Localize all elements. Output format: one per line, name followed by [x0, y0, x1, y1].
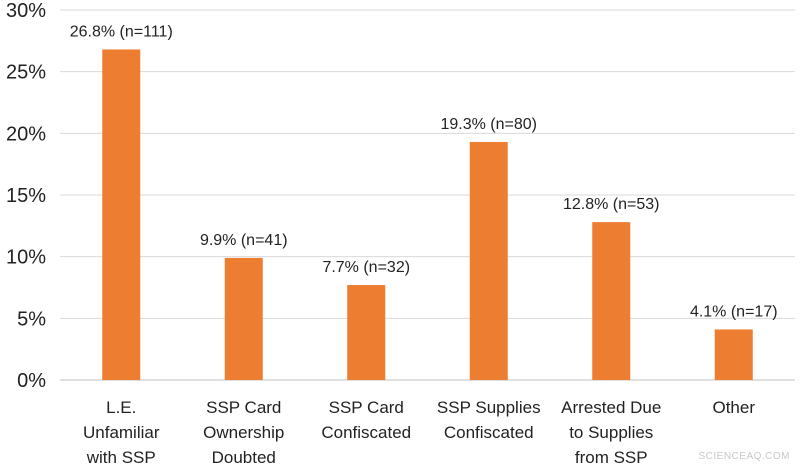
data-label: 4.1% (n=17) — [690, 303, 778, 320]
watermark: SCIENCEAQ.COM — [698, 451, 790, 462]
category-label: Ownership — [203, 423, 284, 442]
category-label: to Supplies — [569, 423, 653, 442]
data-label: 12.8% (n=53) — [563, 196, 660, 213]
bar — [592, 222, 631, 380]
category-label: Confiscated — [444, 423, 534, 442]
y-tick-label: 20% — [6, 123, 46, 145]
data-labels: 26.8% (n=111) 9.9% (n=41) 7.7% (n=32) 19.3%… — [70, 23, 778, 320]
category-label: SSP Supplies — [437, 398, 541, 417]
x-axis: L.E. Unfamiliar with SSP SSP Card Ownership D… — [83, 398, 755, 467]
category-label: Confiscated — [321, 423, 411, 442]
category-label: Unfamiliar — [83, 423, 160, 442]
y-tick-label: 5% — [17, 308, 46, 330]
category-label: Other — [712, 398, 755, 417]
category-label: Arrested Due — [561, 398, 661, 417]
bar — [102, 49, 141, 380]
bars — [102, 49, 753, 380]
data-label: 9.9% (n=41) — [200, 232, 288, 249]
data-label: 19.3% (n=80) — [440, 116, 537, 133]
data-label: 7.7% (n=32) — [322, 259, 410, 276]
y-tick-label: 0% — [17, 370, 46, 392]
y-tick-label: 25% — [6, 62, 46, 84]
bar — [469, 141, 508, 380]
y-tick-label: 30% — [6, 0, 46, 22]
y-axis: 0% 5% 10% 15% 20% 25% 30% — [6, 0, 46, 392]
category-label: from SSP — [575, 448, 648, 467]
category-label: SSP Card — [329, 398, 404, 417]
data-label: 26.8% (n=111) — [70, 23, 173, 40]
bar — [714, 329, 753, 380]
category-label: L.E. — [106, 398, 136, 417]
bar — [347, 285, 386, 380]
gridlines — [60, 9, 795, 381]
category-label: Doubted — [212, 448, 276, 467]
y-tick-label: 15% — [6, 185, 46, 207]
y-tick-label: 10% — [6, 247, 46, 269]
bar — [224, 257, 263, 380]
category-label: SSP Card — [206, 398, 281, 417]
category-label: with SSP — [86, 448, 156, 467]
